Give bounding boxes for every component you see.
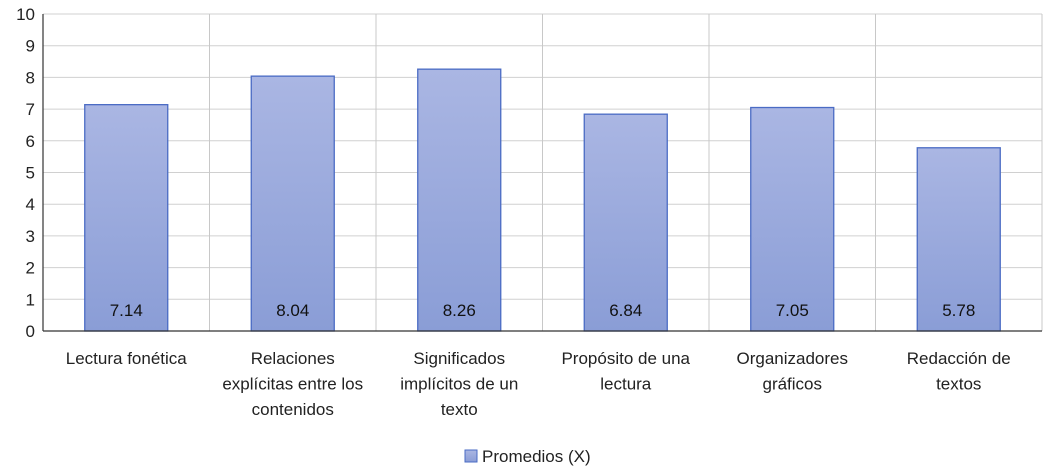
- bar: [583, 113, 668, 332]
- x-tick-label: Redacción de textos: [907, 349, 1011, 394]
- bars: [84, 68, 1001, 332]
- y-tick-label: 0: [26, 322, 35, 341]
- data-label: 8.04: [276, 301, 309, 320]
- y-tick-label: 8: [26, 68, 35, 87]
- legend: Promedios (X): [464, 447, 591, 466]
- data-label: 6.84: [609, 301, 642, 320]
- y-tick-label: 9: [26, 37, 35, 56]
- x-tick-label: Organizadores gráficos: [736, 349, 848, 394]
- data-label: 8.26: [443, 301, 476, 320]
- y-tick-label: 5: [26, 164, 35, 183]
- y-tick-label: 4: [26, 195, 35, 214]
- x-axis-ticks: Lectura fonética Relaciones explícitas ent…: [66, 349, 1011, 419]
- y-tick-label: 3: [26, 227, 35, 246]
- y-tick-label: 2: [26, 259, 35, 278]
- legend-swatch: [464, 449, 478, 463]
- y-tick-label: 1: [26, 290, 35, 309]
- y-tick-label: 10: [16, 5, 35, 24]
- x-tick-label: Relaciones explícitas entre los contenidos: [222, 349, 363, 419]
- y-tick-label: 7: [26, 100, 35, 119]
- x-tick-label: Significados implícitos de un texto: [400, 349, 518, 419]
- y-tick-label: 6: [26, 132, 35, 151]
- bar: [250, 75, 335, 332]
- x-tick-label: Lectura fonética: [66, 349, 188, 368]
- data-label: 7.14: [110, 301, 143, 320]
- data-label: 5.78: [942, 301, 975, 320]
- data-label: 7.05: [776, 301, 809, 320]
- y-axis-ticks: 0 1 2 3 4 5 6 7 8 9 10: [16, 5, 35, 341]
- bar: [916, 147, 1001, 332]
- bar: [84, 104, 169, 332]
- grid-lines: [42, 13, 1043, 332]
- legend-label: Promedios (X): [482, 447, 591, 466]
- x-tick-label: Propósito de una lectura: [561, 349, 690, 394]
- axes: [42, 14, 1042, 332]
- bar: [750, 106, 835, 332]
- bar: [417, 68, 502, 332]
- data-labels: 7.14 8.04 8.26 6.84 7.05 5.78: [110, 301, 976, 320]
